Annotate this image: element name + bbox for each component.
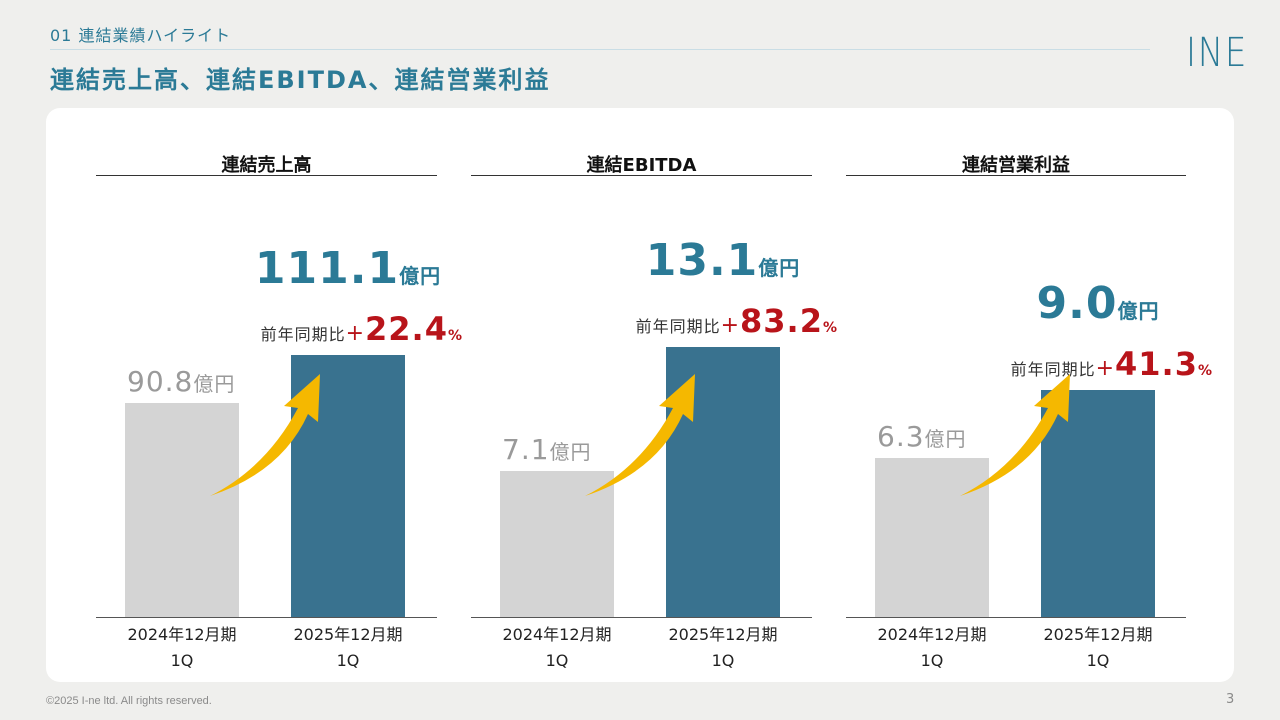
chart-baseline: [846, 617, 1186, 618]
panel-title: 連結売上高: [221, 155, 312, 176]
growth-value: 41.3: [1115, 345, 1198, 384]
growth-arrow-icon: [210, 374, 320, 496]
category-label: 2025年12月期 1Q: [668, 625, 778, 670]
panel-title-rule: [471, 175, 812, 176]
category-label: 2024年12月期 1Q: [502, 625, 612, 670]
previous-value-number: 6.3: [877, 420, 925, 454]
previous-value-number: 7.1: [502, 432, 550, 466]
bar-previous-year: [500, 470, 614, 617]
chart-baseline: [471, 617, 812, 618]
growth-arrow-shape: [960, 374, 1070, 496]
panel-title: 連結営業利益: [962, 155, 1070, 176]
growth-arrow-shape: [210, 374, 320, 496]
current-value-number: 13.1: [645, 234, 759, 286]
growth-unit: %: [1197, 363, 1213, 380]
previous-value-label: 7.1億円: [502, 433, 592, 466]
growth-prefix: 前年同期比: [260, 325, 346, 345]
category-label: 2025年12月期 1Q: [1043, 625, 1153, 670]
growth-sign: +: [720, 312, 741, 338]
panel-title-rule: [96, 175, 437, 176]
growth-sign: +: [345, 321, 366, 347]
current-value-unit: 億円: [758, 255, 801, 280]
growth-arrow-icon: [585, 374, 695, 496]
growth-value: 83.2: [740, 301, 823, 340]
current-value-number: 111.1: [254, 243, 400, 295]
header-rule: [50, 49, 1150, 50]
page-title: 連結売上高、連結EBITDA、連結営業利益: [50, 66, 551, 94]
previous-value-label: 90.8億円: [127, 365, 235, 398]
growth-label: 前年同期比+22.4%: [261, 310, 463, 348]
previous-value-label: 6.3億円: [877, 420, 967, 453]
chart-card: [46, 108, 1234, 682]
growth-arrow-icon: [960, 374, 1070, 496]
category-label: 2024年12月期 1Q: [127, 625, 237, 670]
growth-prefix: 前年同期比: [635, 316, 721, 336]
previous-value-unit: 億円: [549, 439, 592, 464]
page-number: 3: [1226, 692, 1235, 707]
growth-unit: %: [822, 319, 838, 336]
growth-label: 前年同期比+83.2%: [636, 302, 838, 340]
chart-baseline: [96, 617, 437, 618]
growth-arrow-shape: [585, 374, 695, 496]
current-value-number: 9.0: [1036, 278, 1118, 330]
previous-value-number: 90.8: [127, 364, 194, 398]
growth-label: 前年同期比+41.3%: [1011, 345, 1213, 383]
bar-previous-year: [875, 458, 989, 617]
previous-value-unit: 億円: [924, 427, 967, 452]
current-value-unit: 億円: [1117, 299, 1160, 324]
category-label: 2024年12月期 1Q: [877, 625, 987, 670]
current-value-label: 9.0億円: [1037, 278, 1160, 329]
panel-title: 連結EBITDA: [586, 155, 697, 176]
growth-prefix: 前年同期比: [1010, 360, 1096, 380]
bar-current-year: [1041, 390, 1155, 617]
growth-unit: %: [447, 328, 463, 345]
growth-value: 22.4: [365, 310, 448, 349]
category-label: 2025年12月期 1Q: [293, 625, 403, 670]
bar-previous-year: [125, 402, 239, 617]
footer-copyright: ©2025 I-ne ltd. All rights reserved.: [46, 695, 212, 707]
growth-sign: +: [1095, 356, 1116, 382]
panel-title-rule: [846, 175, 1186, 176]
section-label: 01 連結業績ハイライト: [50, 26, 232, 45]
current-value-unit: 億円: [399, 264, 442, 289]
current-value-label: 13.1億円: [646, 235, 801, 286]
company-logo: INE: [1186, 30, 1249, 76]
previous-value-unit: 億円: [193, 371, 236, 396]
current-value-label: 111.1億円: [255, 243, 441, 294]
